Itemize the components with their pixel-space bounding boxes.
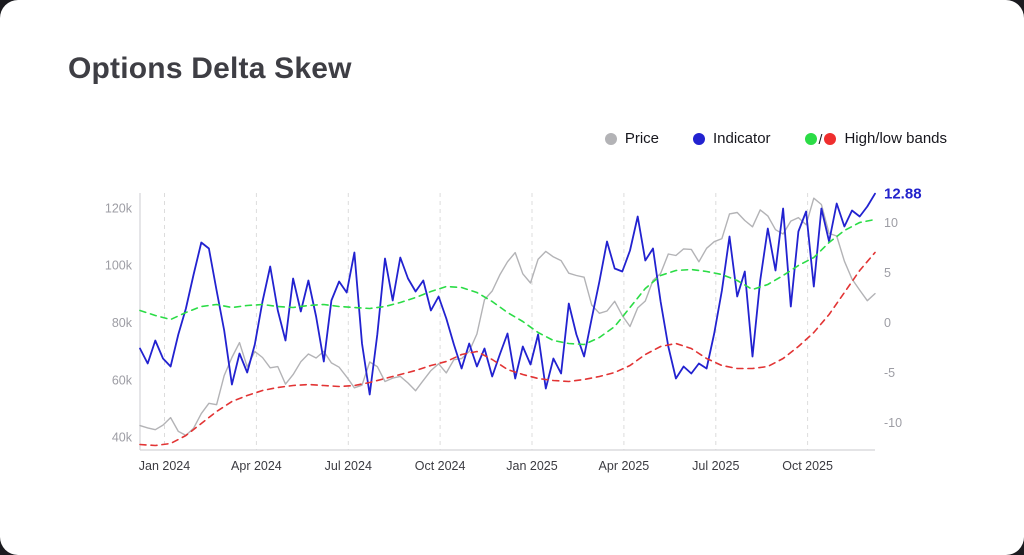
low-band-line bbox=[139, 251, 876, 447]
chart-svg: Jan 2024 Apr 2024 Jul 2024 Oct 2024 Jan 2025… bbox=[105, 186, 922, 473]
legend-item-price[interactable]: Price bbox=[604, 130, 659, 147]
price-line bbox=[139, 197, 876, 437]
left-axis-tick-label: 100k bbox=[105, 259, 133, 273]
high-band-line bbox=[139, 218, 876, 346]
price-legend-dots bbox=[604, 132, 617, 145]
legend-item-indicator[interactable]: Indicator bbox=[693, 130, 771, 147]
right-axis-tick-label: 5 bbox=[884, 266, 891, 280]
bands-legend-dot-icon bbox=[824, 132, 837, 145]
indicator-line bbox=[139, 192, 876, 396]
page-title: Options Delta Skew bbox=[68, 52, 352, 85]
right-axis-tick-label: 10 bbox=[884, 216, 898, 230]
legend-label-indicator: Indicator bbox=[713, 130, 771, 147]
legend-label-bands: High/low bands bbox=[844, 130, 947, 147]
chart-area: Jan 2024 Apr 2024 Jul 2024 Oct 2024 Jan 2025… bbox=[90, 178, 940, 483]
x-axis-tick-label: Jan 2024 bbox=[139, 459, 190, 473]
indicator-legend-dots bbox=[693, 132, 705, 145]
legend-label-price: Price bbox=[624, 130, 659, 147]
indicator-current-value: 12.88 bbox=[884, 186, 922, 203]
indicator-legend-dot-icon bbox=[693, 132, 705, 145]
x-axis-tick-label: Jul 2025 bbox=[692, 459, 739, 473]
right-axis-tick-label: 0 bbox=[884, 316, 891, 330]
left-axis-tick-label: 120k bbox=[105, 201, 133, 215]
right-axis-tick-label: -5 bbox=[884, 366, 895, 380]
right-axis-tick-label: -10 bbox=[884, 416, 902, 430]
left-axis-tick-label: 40k bbox=[112, 431, 133, 445]
x-axis-tick-label: Oct 2024 bbox=[415, 459, 466, 473]
price-legend-dot-icon bbox=[604, 132, 617, 145]
legend-separator: / bbox=[818, 130, 823, 147]
legend: Price Indicator / High/low bands bbox=[604, 130, 947, 147]
left-axis-tick-label: 60k bbox=[112, 373, 133, 387]
x-axis-tick-label: Apr 2024 bbox=[231, 459, 282, 473]
x-axis-tick-label: Apr 2025 bbox=[599, 459, 650, 473]
x-axis-tick-label: Jan 2025 bbox=[506, 459, 557, 473]
x-axis-tick-label: Oct 2025 bbox=[782, 459, 833, 473]
x-axis-tick-label: Jul 2024 bbox=[325, 459, 372, 473]
legend-item-bands[interactable]: / High/low bands bbox=[804, 130, 947, 147]
bands-legend-dot-icon bbox=[804, 132, 817, 145]
bands-legend-dots: / bbox=[804, 130, 837, 147]
left-axis-tick-label: 80k bbox=[112, 316, 133, 330]
